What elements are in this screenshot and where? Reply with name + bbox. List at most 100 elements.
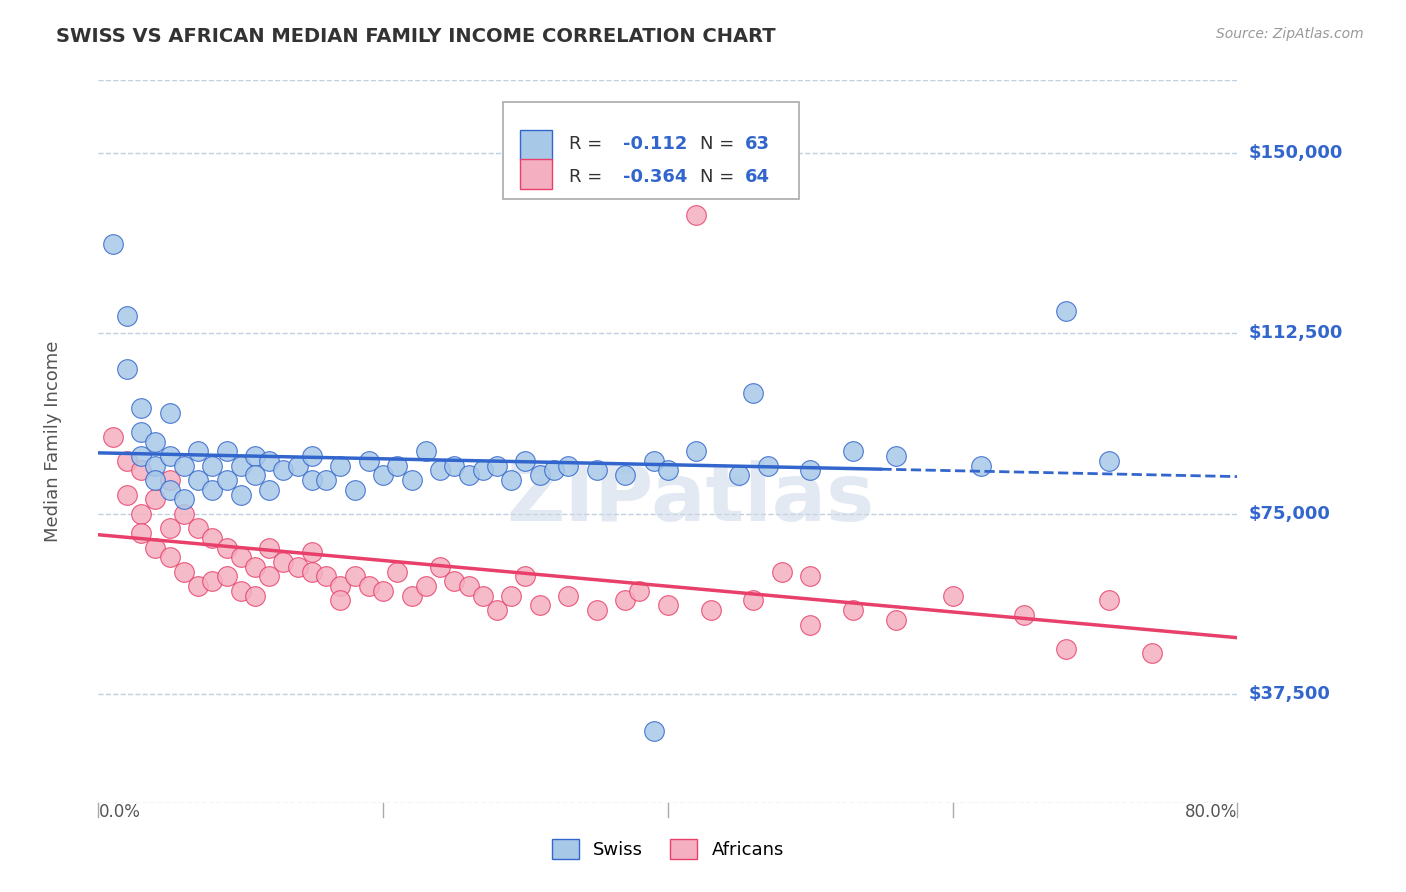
Point [287, 559, 309, 574]
Point [884, 449, 907, 463]
Point [259, 569, 281, 583]
Point [643, 454, 665, 468]
Point [129, 449, 152, 463]
Point [884, 613, 907, 627]
Point [1098, 454, 1121, 468]
Point [115, 454, 138, 468]
Text: SWISS VS AFRICAN MEDIAN FAMILY INCOME CORRELATION CHART: SWISS VS AFRICAN MEDIAN FAMILY INCOME CO… [56, 27, 776, 45]
Point [429, 559, 451, 574]
Point [145, 541, 167, 555]
Text: N =: N = [700, 135, 740, 153]
Text: 63: 63 [745, 135, 770, 153]
Point [215, 541, 238, 555]
Point [145, 492, 167, 507]
Point [1012, 607, 1035, 622]
Point [585, 603, 607, 617]
Point [329, 593, 352, 607]
Point [301, 545, 323, 559]
Point [429, 463, 451, 477]
Point [145, 458, 167, 473]
Point [145, 434, 167, 449]
Point [387, 565, 409, 579]
Point [387, 458, 409, 473]
Point [443, 458, 465, 473]
Point [457, 468, 479, 483]
Point [129, 526, 152, 541]
Point [201, 458, 224, 473]
Text: $150,000: $150,000 [1249, 144, 1343, 161]
Point [201, 531, 224, 545]
Point [173, 492, 195, 507]
Point [159, 550, 181, 565]
Point [329, 458, 352, 473]
Point [215, 569, 238, 583]
Point [301, 565, 323, 579]
Point [471, 589, 494, 603]
Point [501, 589, 523, 603]
Bar [520, 159, 551, 189]
Text: $112,500: $112,500 [1249, 324, 1343, 343]
Point [415, 444, 437, 458]
Point [799, 569, 821, 583]
Point [145, 473, 167, 487]
Point [799, 463, 821, 477]
Point [1140, 647, 1163, 661]
Point [259, 541, 281, 555]
Point [515, 454, 537, 468]
FancyBboxPatch shape [503, 102, 799, 200]
Text: Source: ZipAtlas.com: Source: ZipAtlas.com [1216, 27, 1364, 41]
Point [842, 444, 865, 458]
Point [343, 569, 366, 583]
Point [742, 386, 765, 401]
Point [229, 458, 252, 473]
Point [657, 463, 679, 477]
Point [129, 463, 152, 477]
Point [215, 473, 238, 487]
Text: $37,500: $37,500 [1249, 685, 1330, 704]
Text: Median Family Income: Median Family Income [44, 341, 62, 542]
Point [770, 565, 793, 579]
Point [970, 458, 993, 473]
Point [159, 473, 181, 487]
Point [229, 487, 252, 501]
Point [401, 589, 423, 603]
Point [159, 449, 181, 463]
Point [101, 430, 124, 444]
Point [657, 599, 679, 613]
Point [243, 449, 266, 463]
Point [159, 521, 181, 535]
Point [115, 362, 138, 376]
Point [471, 463, 494, 477]
Text: -0.364: -0.364 [623, 168, 688, 186]
Point [557, 458, 579, 473]
Point [486, 603, 509, 617]
Point [229, 583, 252, 598]
Point [1056, 641, 1078, 656]
Point [942, 589, 965, 603]
Point [799, 617, 821, 632]
Point [685, 444, 707, 458]
Point [301, 473, 323, 487]
Point [215, 444, 238, 458]
Point [557, 589, 579, 603]
Point [443, 574, 465, 589]
Point [129, 425, 152, 439]
Point [501, 473, 523, 487]
Text: $75,000: $75,000 [1249, 505, 1330, 523]
Point [115, 487, 138, 501]
Point [585, 463, 607, 477]
Point [173, 565, 195, 579]
Point [486, 458, 509, 473]
Point [115, 310, 138, 324]
Point [187, 579, 209, 593]
Point [415, 579, 437, 593]
Point [543, 463, 565, 477]
Point [315, 569, 337, 583]
Point [628, 583, 651, 598]
Text: 0.0%: 0.0% [98, 803, 141, 821]
Point [159, 483, 181, 497]
Point [529, 468, 551, 483]
Point [229, 550, 252, 565]
Point [259, 454, 281, 468]
Point [685, 208, 707, 222]
